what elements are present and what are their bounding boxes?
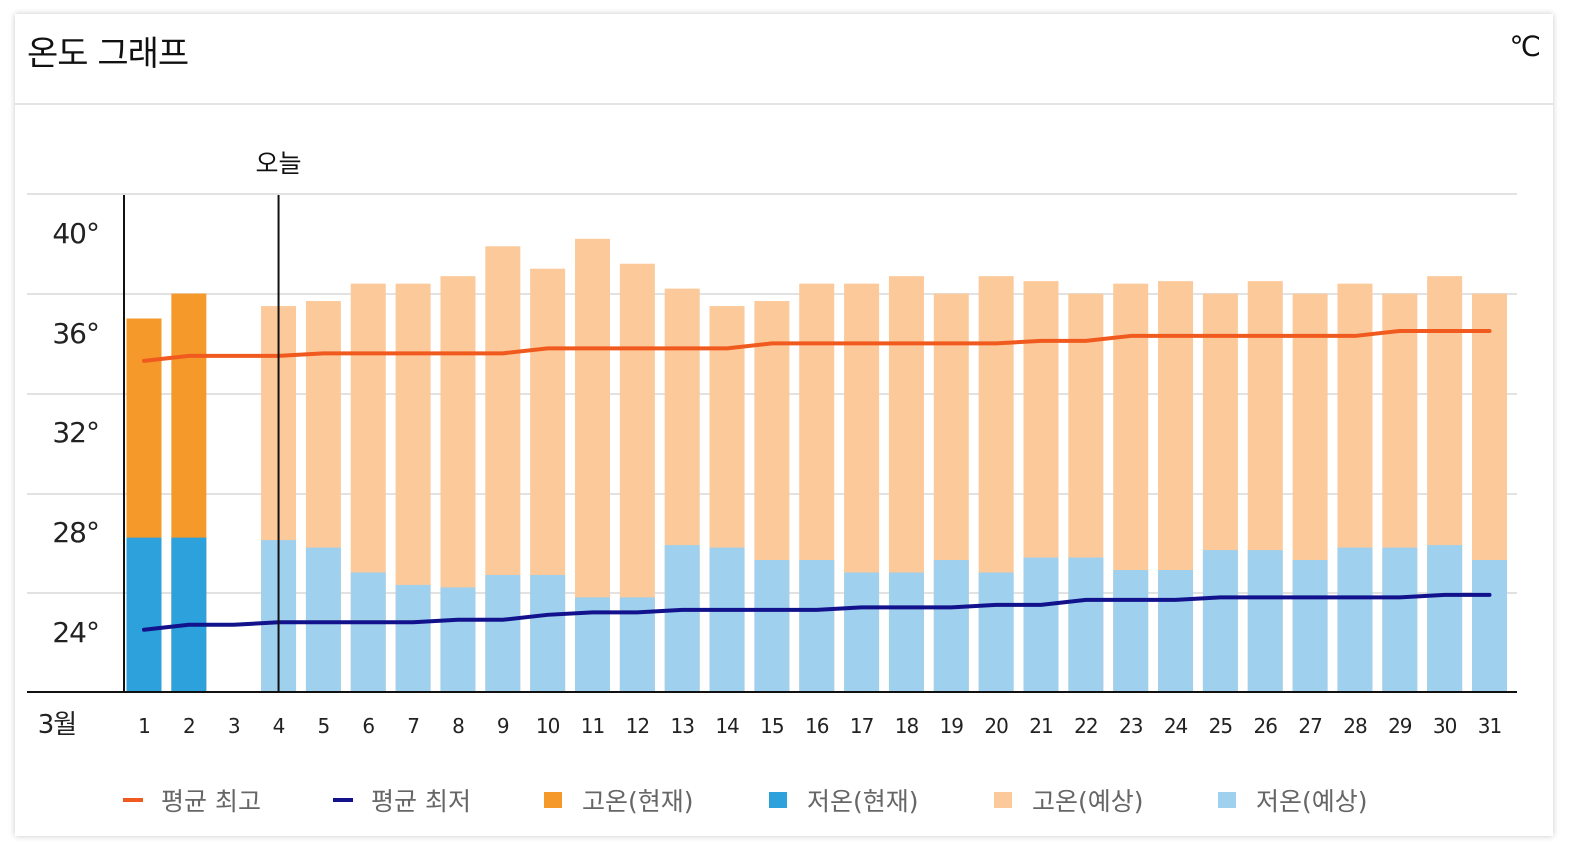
low-current-bar <box>126 537 162 692</box>
x-tick-label: 2 <box>183 714 195 738</box>
x-tick-label: 28 <box>1343 714 1367 738</box>
avg-high-line <box>142 328 1492 363</box>
low-forecast-bar <box>888 572 924 692</box>
page-title: 온도 그래프 <box>27 34 189 74</box>
x-tick-label: 15 <box>760 714 783 738</box>
x-tick-label: 23 <box>1119 714 1143 738</box>
legend-low-forecast-label: 저온(예상) <box>1256 787 1368 816</box>
y-tick-label: 32° <box>52 416 99 449</box>
low-forecast-bar <box>395 584 431 692</box>
legend-avg-high-swatch <box>123 798 143 802</box>
low-forecast-bar <box>844 572 880 692</box>
legend-low-current-swatch <box>769 792 787 808</box>
x-tick-label: 27 <box>1298 714 1322 738</box>
low-forecast-bar <box>1023 557 1059 692</box>
legend-high-current-label: 고온(현재) <box>582 787 694 816</box>
x-tick-label: 14 <box>715 714 739 738</box>
low-forecast-bar <box>978 572 1014 692</box>
legend-avg-high[interactable]: 평균 최고 <box>123 782 261 818</box>
low-forecast-bar <box>664 545 700 692</box>
x-tick-label: 18 <box>895 714 919 738</box>
x-tick-label: 10 <box>536 714 560 738</box>
low-current-bar <box>171 537 207 692</box>
x-tick-label: 20 <box>984 714 1008 738</box>
x-tick-label: 9 <box>497 714 509 738</box>
low-forecast-bar <box>530 574 566 692</box>
x-tick-label: 11 <box>581 714 604 738</box>
low-forecast-bar <box>350 572 386 692</box>
unit-toggle[interactable]: ℃ <box>1509 30 1541 63</box>
y-tick-label: 36° <box>52 317 99 350</box>
x-tick-label: 31 <box>1478 714 1501 738</box>
low-forecast-bar <box>1292 560 1328 692</box>
avg-low-line <box>142 592 1492 632</box>
x-tick-label: 22 <box>1074 714 1097 738</box>
x-tick-label: 4 <box>273 714 285 738</box>
x-tick-label: 30 <box>1433 714 1457 738</box>
x-tick-label: 1 <box>138 714 150 738</box>
card-header: 온도 그래프 ℃ <box>15 14 1553 105</box>
legend-avg-low-label: 평균 최저 <box>371 787 471 816</box>
low-forecast-bar <box>754 560 790 692</box>
legend-high-forecast[interactable]: 고온(예상) <box>994 782 1144 818</box>
low-forecast-bar <box>485 574 521 692</box>
legend-low-current[interactable]: 저온(현재) <box>769 782 919 818</box>
low-forecast-bar <box>305 547 341 692</box>
x-tick-label: 8 <box>452 714 464 738</box>
x-tick-label: 17 <box>850 714 874 738</box>
legend-high-current-swatch <box>544 792 562 808</box>
legend-high-current[interactable]: 고온(현재) <box>544 782 694 818</box>
today-label: 오늘 <box>256 149 302 178</box>
x-tick-label: 12 <box>626 714 649 738</box>
x-tick-label: 16 <box>805 714 829 738</box>
x-tick-label: 7 <box>407 714 419 738</box>
legend-avg-low[interactable]: 평균 최저 <box>333 782 471 818</box>
low-forecast-bar <box>1427 545 1463 692</box>
low-forecast-bar <box>799 560 835 692</box>
x-tick-label: 29 <box>1388 714 1412 738</box>
chart-legend: 평균 최고 평균 최저 고온(현재) 저온(현재) 고온(예상) 저온(예상) <box>15 782 1553 816</box>
x-tick-label: 24 <box>1164 714 1188 738</box>
y-tick-label: 28° <box>52 516 99 549</box>
legend-high-forecast-swatch <box>994 792 1012 808</box>
legend-low-forecast[interactable]: 저온(예상) <box>1218 782 1368 818</box>
low-forecast-bar <box>1068 557 1104 692</box>
low-forecast-bar <box>1158 569 1194 692</box>
y-tick-label: 40° <box>52 217 99 250</box>
x-tick-label: 13 <box>670 714 694 738</box>
x-tick-label: 26 <box>1254 714 1278 738</box>
x-tick-label: 25 <box>1209 714 1232 738</box>
legend-avg-high-label: 평균 최고 <box>161 787 261 816</box>
x-tick-label: 5 <box>318 714 330 738</box>
low-forecast-bar <box>1113 569 1149 692</box>
low-forecast-bar <box>1382 547 1418 692</box>
legend-low-forecast-swatch <box>1218 792 1236 808</box>
x-tick-label: 6 <box>362 714 374 738</box>
low-forecast-bar <box>1472 560 1507 692</box>
legend-high-forecast-label: 고온(예상) <box>1032 787 1144 816</box>
legend-low-current-label: 저온(현재) <box>807 787 919 816</box>
temperature-graph-card: 온도 그래프 ℃ 24° 28° 32° 36° 40° 오늘 3월 1 2 3 4 5 6 7 8 9 10 1… <box>15 14 1553 836</box>
x-tick-label: 21 <box>1029 714 1052 738</box>
low-forecast-bar <box>1202 550 1238 692</box>
low-forecast-bar <box>933 560 969 692</box>
low-forecast-bar <box>1247 550 1283 692</box>
x-tick-label: 3 <box>228 714 240 738</box>
y-tick-label: 24° <box>52 616 99 649</box>
low-forecast-bar <box>1337 547 1373 692</box>
x-tick-label: 19 <box>940 714 964 738</box>
legend-avg-low-swatch <box>333 798 353 802</box>
low-forecast-bar <box>440 587 476 692</box>
low-forecast-bar <box>709 547 745 692</box>
month-label: 3월 <box>38 710 76 740</box>
